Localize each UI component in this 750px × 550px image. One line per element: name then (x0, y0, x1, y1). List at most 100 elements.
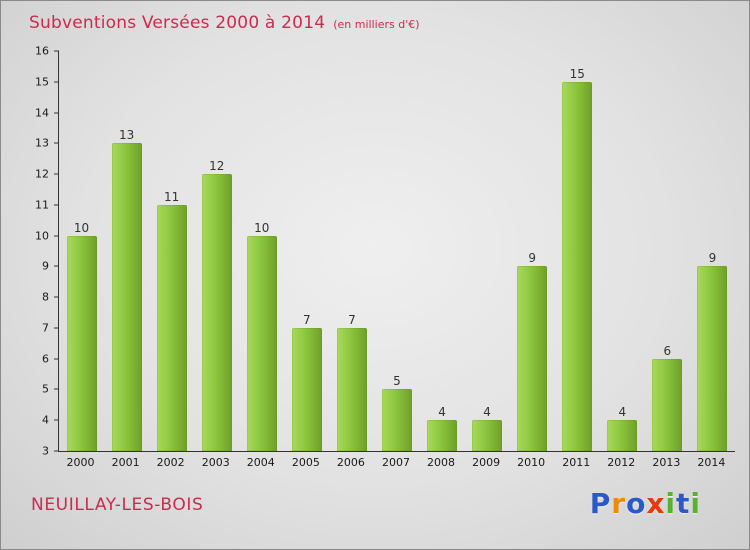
y-tick-mark (54, 265, 59, 267)
logo-letter: t (676, 487, 691, 520)
y-tick-mark (54, 142, 59, 144)
x-tick-label: 2004 (246, 456, 275, 469)
y-tick-label: 10 (35, 229, 49, 243)
y-tick-mark (54, 296, 59, 298)
bar (291, 327, 322, 451)
bar-value-label: 7 (348, 312, 356, 327)
x-tick-label: 2008 (427, 456, 456, 469)
bar (472, 420, 503, 451)
y-tick-label: 14 (35, 106, 49, 120)
y-tick-label: 16 (35, 44, 49, 58)
y-tick-mark (54, 50, 59, 52)
bar-value-label: 12 (209, 159, 225, 174)
y-tick-mark (54, 388, 59, 390)
y-tick-label: 6 (42, 352, 49, 366)
bar (427, 420, 458, 451)
bar (111, 143, 142, 451)
bars-container: 10 13 11 12 10 7 7 5 4 4 9 15 4 6 9 (59, 51, 735, 451)
y-tick-label: 8 (42, 290, 49, 304)
logo-letter: x (646, 487, 666, 520)
plot-area: 3 4 5 6 7 8 9 10 11 12 13 14 15 16 10 13 11 12 10 7 7 5 4 4 9 15… (35, 46, 735, 457)
chart-subtitle: (en milliers d'€) (333, 18, 420, 31)
bar (607, 420, 638, 451)
bar-value-label: 9 (528, 251, 536, 266)
bar-value-label: 10 (73, 220, 90, 235)
y-tick-label: 11 (35, 198, 49, 212)
bar-slot: 12 (194, 51, 239, 451)
bar (336, 327, 367, 451)
bar-value-label: 11 (164, 189, 180, 204)
y-tick-mark (54, 173, 59, 175)
x-tick-label: 2009 (472, 456, 501, 469)
place-name: NEUILLAY-LES-BOIS (31, 495, 204, 515)
bar-slot: 10 (239, 51, 284, 451)
x-tick-label: 2013 (652, 456, 681, 469)
y-tick-label: 9 (42, 259, 49, 273)
x-tick-label: 2006 (336, 456, 365, 469)
y-tick-label: 5 (42, 382, 49, 396)
x-tick-label: 2000 (66, 456, 95, 469)
bar-slot: 15 (555, 51, 600, 451)
bar-slot: 6 (645, 51, 690, 451)
bar (697, 266, 728, 451)
bar-slot: 10 (59, 51, 104, 451)
bar-value-label: 4 (618, 405, 627, 420)
x-tick-label: 2014 (697, 456, 726, 469)
y-tick-label: 12 (35, 167, 49, 181)
bar-slot: 4 (600, 51, 645, 451)
y-tick-mark (54, 235, 59, 237)
x-tick-label: 2010 (517, 456, 546, 469)
bar-value-label: 9 (708, 251, 717, 266)
x-axis-labels: 2000 2001 2002 2003 2004 2005 2006 2007 2008 2009… (58, 456, 734, 469)
y-axis: 3 4 5 6 7 8 9 10 11 12 13 14 15 16 (35, 46, 735, 457)
y-tick-mark (54, 81, 59, 83)
y-tick-label: 4 (42, 413, 49, 427)
bar-slot: 4 (420, 51, 465, 451)
x-tick-label: 2007 (381, 456, 410, 469)
bar-value-label: 13 (118, 128, 135, 143)
bar-value-label: 10 (254, 220, 270, 235)
chart-title: Subventions Versées 2000 à 2014 (29, 13, 326, 33)
x-tick-label: 2011 (562, 456, 591, 469)
bar-slot: 11 (149, 51, 194, 451)
bar (381, 389, 412, 451)
bar (156, 204, 187, 451)
chart-header: Subventions Versées 2000 à 2014 (en milli… (29, 13, 420, 33)
x-tick-label: 2003 (201, 456, 230, 469)
y-tick-label: 7 (42, 321, 49, 335)
logo-letter: i (690, 487, 701, 520)
bar-slot: 9 (510, 51, 555, 451)
proxiti-logo[interactable]: Proxiti (590, 487, 701, 520)
bar (246, 235, 277, 451)
y-tick-label: 3 (42, 444, 49, 458)
y-tick-mark (54, 112, 59, 114)
y-tick-mark (54, 204, 59, 206)
y-tick-mark (54, 358, 59, 360)
bar-value-label: 7 (303, 312, 311, 327)
bar (517, 266, 548, 451)
x-tick-label: 2005 (291, 456, 320, 469)
logo-letter: o (626, 487, 647, 520)
logo-letter: P (589, 487, 612, 520)
logo-letter: r (611, 487, 627, 520)
bar (66, 235, 97, 451)
bar-value-label: 4 (483, 405, 491, 420)
bar-slot: 7 (329, 51, 374, 451)
bar-value-label: 6 (663, 343, 672, 358)
x-tick-label: 2012 (607, 456, 636, 469)
x-tick-label: 2002 (156, 456, 185, 469)
bar-slot: 7 (284, 51, 329, 451)
bar-slot: 4 (465, 51, 510, 451)
logo-letter: i (665, 487, 676, 520)
bar (562, 81, 593, 451)
y-tick-label: 13 (35, 136, 49, 150)
y-tick-label: 15 (35, 75, 49, 89)
bar-value-label: 5 (393, 374, 401, 389)
bar (652, 358, 683, 451)
bar-value-label: 15 (569, 66, 585, 81)
y-tick-mark (54, 327, 59, 329)
y-tick-mark (54, 419, 59, 421)
bar-value-label: 4 (438, 405, 446, 420)
bar (201, 174, 232, 451)
